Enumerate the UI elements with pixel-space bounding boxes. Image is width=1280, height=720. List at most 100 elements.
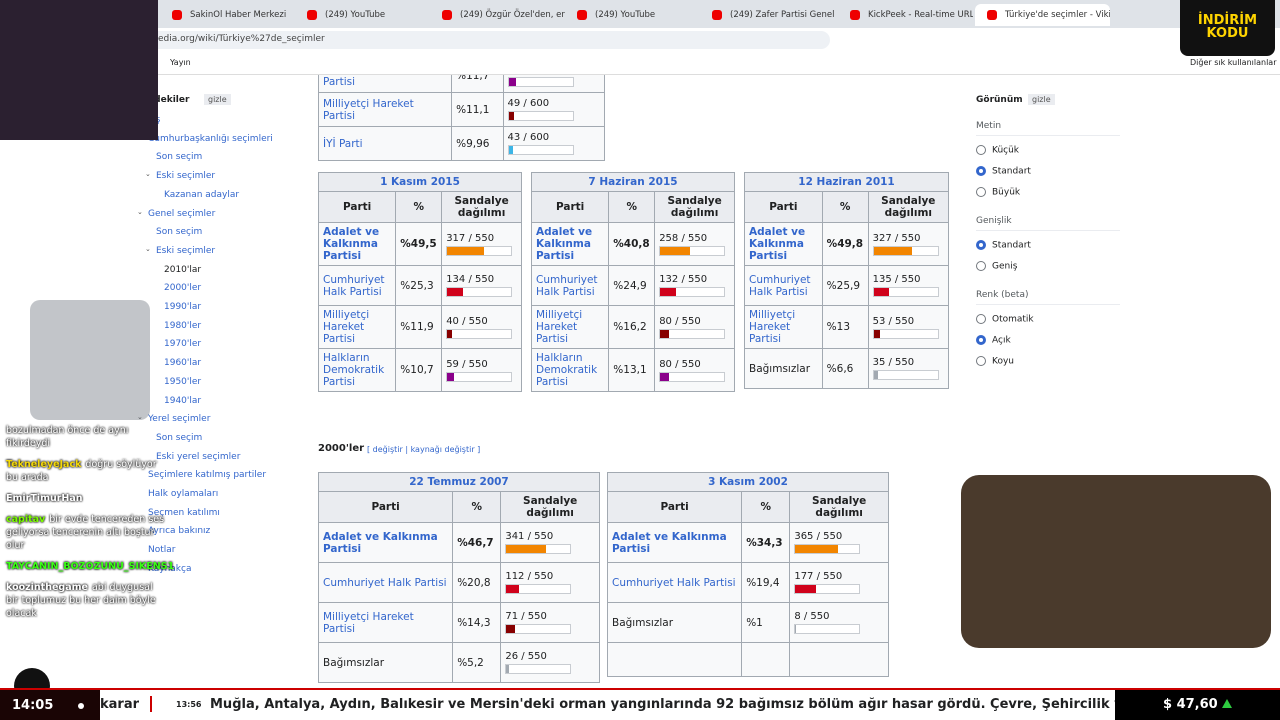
edit-links[interactable]: [ değiştir | kaynağı değiştir ] bbox=[367, 445, 481, 454]
party-name[interactable]: Adalet ve Kalkınma Partisi bbox=[530, 222, 610, 266]
vote-share: %49,5 bbox=[395, 222, 443, 266]
toc-item[interactable]: Kazanan adaylar bbox=[164, 189, 240, 200]
toc-item[interactable]: Eski yerel seçimler bbox=[156, 451, 241, 462]
toc-item[interactable]: Son seçim bbox=[156, 227, 203, 238]
chat-message: TekneleyeJack doğru söylüyor bu arada bbox=[6, 458, 166, 484]
party-name[interactable]: Milliyetçi Hareket Partisi bbox=[317, 602, 454, 643]
column-header-row: Parti% Sandalye dağılımı bbox=[317, 191, 522, 223]
toc-item[interactable]: 2010'lar bbox=[164, 264, 202, 275]
party-name[interactable]: Milliyetçi Hareket Partisi bbox=[530, 305, 610, 349]
table-title[interactable]: 12 Haziran 2011 bbox=[744, 172, 949, 192]
toc-hide[interactable]: gizle bbox=[204, 94, 231, 105]
radio-option[interactable]: Standart bbox=[976, 166, 1031, 177]
radio-option[interactable]: Koyu bbox=[976, 356, 1014, 367]
radio bbox=[976, 314, 986, 324]
party-row: Adalet ve Kalkınma Partisi %46,7 341 / 550 bbox=[317, 522, 600, 563]
toc-item[interactable]: Ayrıca bakınız bbox=[148, 526, 211, 537]
group-label: Metin bbox=[976, 121, 1002, 131]
party-name[interactable]: Halkların Demokratik Partisi bbox=[317, 75, 453, 93]
tab[interactable]: (249) Özgür Özel'den, er şe bbox=[430, 4, 565, 26]
party-name[interactable]: İYİ Parti bbox=[317, 126, 453, 161]
toc-item[interactable]: 1980'ler bbox=[164, 320, 202, 331]
toc-item[interactable]: 1940'lar bbox=[164, 395, 202, 406]
radio-option[interactable]: Açık bbox=[976, 335, 1011, 346]
radio-option[interactable]: Otomatik bbox=[976, 314, 1034, 325]
column-header: Parti bbox=[530, 191, 610, 223]
toc-arrow: ⌄ bbox=[145, 244, 151, 253]
bookmark-folder[interactable]: Diğer sık kullanılanlar bbox=[1190, 58, 1277, 67]
chat-user: TAYCANIN_BOZOZUNU_SIKENS1 bbox=[6, 561, 175, 572]
toc-item[interactable]: Seçmen katılımı bbox=[148, 507, 220, 518]
table-title-row: 12 Haziran 2011 bbox=[744, 172, 949, 192]
bookmark[interactable]: Yayın bbox=[170, 58, 191, 67]
party-name[interactable]: Adalet ve Kalkınma Partisi bbox=[744, 222, 823, 266]
tab[interactable]: SakinOl Haber Merkezi bbox=[160, 4, 295, 26]
seat-bar bbox=[794, 544, 861, 554]
party-name[interactable]: Halkların Demokratik Partisi bbox=[317, 348, 397, 392]
chat-user: capitav bbox=[6, 514, 46, 525]
streamer-overlay bbox=[30, 300, 150, 420]
radio-option[interactable]: Küçük bbox=[976, 145, 1019, 156]
seats-cell: 134 / 550 bbox=[441, 265, 522, 306]
seat-fill bbox=[795, 545, 838, 553]
toc-item[interactable]: 1990'lar bbox=[164, 302, 202, 312]
toc-item[interactable]: 1960'lar bbox=[164, 358, 202, 369]
toc-item[interactable]: Notlar bbox=[148, 545, 176, 556]
toc-item[interactable]: Halk oylamaları bbox=[148, 489, 219, 499]
table-title[interactable]: 1 Kasım 2015 bbox=[318, 172, 522, 192]
table-title[interactable]: 22 Temmuz 2007 bbox=[318, 472, 600, 492]
toc-item[interactable]: 1970'ler bbox=[164, 339, 202, 350]
toc-item[interactable]: Genel seçimler bbox=[148, 208, 216, 219]
party-name[interactable]: Cumhuriyet Halk Partisi bbox=[317, 562, 454, 603]
column-header-row: Parti% Sandalye dağılımı bbox=[744, 191, 950, 223]
party-row: Bağımsızlar %1 8 / 550 bbox=[606, 602, 889, 643]
table-title[interactable]: 7 Haziran 2015 bbox=[531, 172, 735, 192]
toc-item[interactable]: Son seçim bbox=[156, 152, 203, 163]
vote-share: %24,9 bbox=[608, 265, 656, 306]
url-field[interactable] bbox=[150, 31, 830, 49]
radio-option[interactable]: Büyük bbox=[976, 187, 1020, 198]
party-name[interactable]: Adalet ve Kalkınma Partisi bbox=[606, 522, 743, 563]
party-name[interactable]: Adalet ve Kalkınma Partisi bbox=[317, 522, 454, 563]
toc-item[interactable]: 2000'ler bbox=[164, 283, 202, 294]
election-table: 7 Haziran 2015 Parti% Sandalye dağılımı Ada… bbox=[530, 172, 735, 392]
toc-item[interactable]: Seçimlere katılmış partiler bbox=[148, 470, 267, 481]
toc-item[interactable]: Eski seçimler bbox=[156, 171, 216, 182]
party-name[interactable]: Adalet ve Kalkınma Partisi bbox=[317, 222, 397, 266]
toc-item[interactable]: Cumhurbaşkanlığı seçimleri bbox=[148, 133, 273, 144]
chat-message: capitav bir evde tencereden ses geliyorsa… bbox=[6, 513, 166, 552]
radio-option[interactable]: Geniş bbox=[976, 261, 1017, 272]
chat-text: bozulmadan önce de aynı fikirdeydi bbox=[6, 425, 129, 449]
party-row: Cumhuriyet Halk Partisi %20,8 112 / 550 bbox=[317, 562, 600, 603]
toc-item[interactable]: Yerel seçimler bbox=[148, 414, 211, 425]
seat-bar bbox=[659, 245, 726, 256]
party-name[interactable]: Milliyetçi Hareket Partisi bbox=[317, 305, 397, 349]
party-name[interactable]: Cumhuriyet Halk Partisi bbox=[530, 265, 610, 306]
party-name[interactable]: Halkların Demokratik Partisi bbox=[530, 348, 610, 392]
toc-item[interactable]: Kaynakça bbox=[148, 563, 192, 574]
webcam bbox=[961, 475, 1271, 648]
toc-item[interactable]: 1950'ler bbox=[164, 376, 202, 387]
tab[interactable]: KickPeek - Real-time URL C bbox=[838, 4, 973, 26]
party-name[interactable]: Cumhuriyet Halk Partisi bbox=[606, 562, 743, 603]
radio-option[interactable]: Standart bbox=[976, 240, 1031, 251]
party-name[interactable]: Milliyetçi Hareket Partisi bbox=[744, 305, 823, 349]
tab[interactable]: Türkiye'de seçimler - Vikipe bbox=[975, 4, 1110, 26]
radio bbox=[976, 145, 986, 155]
toc-item[interactable]: Eski seçimler bbox=[156, 245, 216, 256]
radio-label: Açık bbox=[992, 335, 1011, 346]
tab[interactable]: (249) YouTube bbox=[295, 4, 430, 26]
table-title[interactable]: 3 Kasım 2002 bbox=[607, 472, 889, 492]
seat-fill bbox=[508, 78, 516, 86]
seats-label: 59 / 550 bbox=[446, 358, 488, 370]
vote-share: %49,8 bbox=[821, 222, 869, 266]
toc-item[interactable]: Son seçim bbox=[156, 432, 203, 443]
party-name[interactable]: Milliyetçi Hareket Partisi bbox=[317, 92, 453, 127]
empty-row bbox=[606, 642, 889, 677]
party-name[interactable]: Cumhuriyet Halk Partisi bbox=[317, 265, 397, 306]
tab[interactable]: (249) Zafer Partisi Genel Ba bbox=[700, 4, 835, 26]
tab[interactable]: (249) YouTube bbox=[565, 4, 700, 26]
panel-hide[interactable]: gizle bbox=[1028, 94, 1055, 105]
party-name[interactable]: Cumhuriyet Halk Partisi bbox=[744, 265, 823, 306]
seat-bar bbox=[446, 287, 513, 297]
